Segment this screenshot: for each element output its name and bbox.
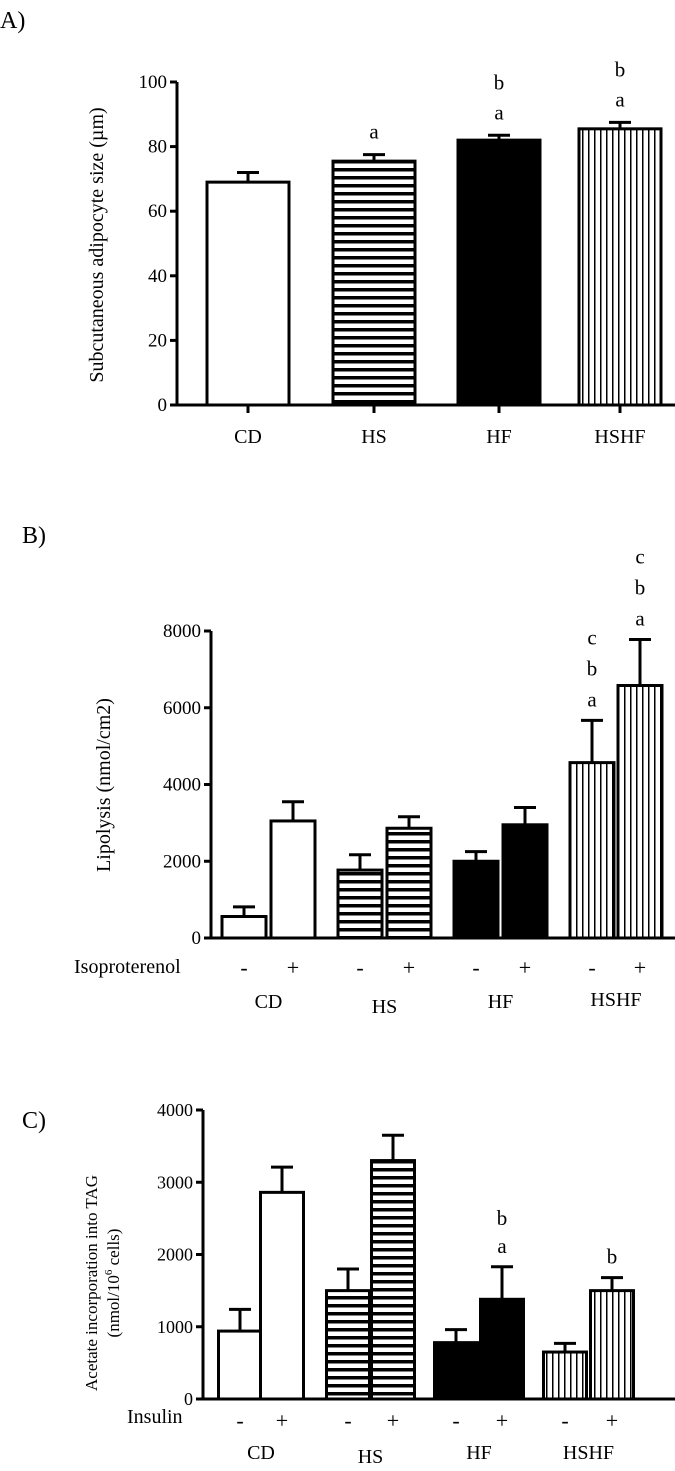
panel-b-group-label: HS (372, 996, 398, 1018)
panel-a-x-tick-label: CD (234, 426, 262, 448)
panel-b-bar (269, 819, 317, 940)
panel-b-sign-label: + (634, 955, 646, 980)
panel-c-y-tick-label: 2000 (157, 1245, 193, 1265)
panel-a-bar (331, 159, 417, 407)
panel-b-y-tick-label: 8000 (163, 621, 201, 642)
panel-b-sign-label: - (588, 955, 595, 980)
panel-c-sign-label: + (387, 1408, 399, 1433)
panel-c-y-tick-label: 1000 (157, 1317, 193, 1337)
panel-b-y-tick-label: 4000 (163, 775, 201, 796)
panel-b-y-tick-label: 0 (192, 928, 202, 949)
panel-b-group-label: HSHF (590, 989, 641, 1011)
panel-c-bar (325, 1289, 371, 1401)
panel-b-bar (568, 761, 616, 940)
panel-b-sign-label: + (287, 955, 299, 980)
panel-b-significance-letter: b (635, 575, 646, 599)
panel-a-bar (456, 138, 542, 407)
panel-b-significance-letter: c (635, 544, 644, 568)
panel-c-bar (589, 1289, 635, 1401)
panel-a-y-tick-label: 0 (158, 395, 168, 416)
panel-b-group-label: HF (488, 991, 514, 1013)
panel-a-x-tick-label: HSHF (594, 426, 645, 448)
panel-b-bar (220, 915, 268, 940)
panel-b-sign-label: - (356, 955, 363, 980)
panel-a-y-tick-label: 20 (148, 330, 167, 351)
panel-b-bar (336, 868, 384, 940)
panel-c-sign-label: + (276, 1408, 288, 1433)
panel-b-bar (501, 823, 549, 940)
panel-a-y-tick-label: 100 (139, 72, 168, 93)
panel-c-label: C) (22, 1108, 46, 1134)
panel-b-sign-label: - (472, 955, 479, 980)
panel-c-bar (370, 1159, 416, 1401)
panel-a-x-tick-label: HF (486, 426, 512, 448)
panel-b-y-axis-label: Lipolysis (nmol/cm2) (93, 698, 115, 872)
panel-c-y-tick-label: 0 (184, 1389, 193, 1409)
panel-a-significance-letter: a (369, 120, 379, 144)
panel-b-bar (616, 683, 664, 940)
panel-c-significance-letter: a (497, 1234, 507, 1258)
panel-c-sign-label: - (561, 1408, 568, 1433)
panel-c-significance-letter: b (497, 1206, 508, 1230)
panel-c-sign-label: + (496, 1408, 508, 1433)
panel-b-sign-label: + (519, 955, 531, 980)
panel-c-significance-letter: b (607, 1245, 618, 1269)
panel-b-bar (385, 826, 433, 940)
panel-a-bar (205, 180, 291, 407)
panel-c-chart: C) Acetate incorporation into TAG (nmol/… (22, 1100, 675, 1468)
panel-a-x-tick-label: HS (361, 426, 387, 448)
panel-c-y-axis-label-line2: (nmol/106 cells) (103, 1229, 123, 1338)
panel-b-chart: B) Lipolysis (nmol/cm2) 0 2000 4000 6000 800… (22, 523, 675, 1018)
panel-a-y-tick-label: 60 (148, 201, 167, 222)
panel-c-group-label: CD (247, 1442, 275, 1464)
panel-a-significance-letter: a (494, 100, 504, 124)
panel-b-treatment-label: Isoproterenol (74, 956, 181, 978)
panel-b-group-label: CD (255, 991, 283, 1013)
panel-c-y-axis-label-prefix: (nmol/10 (104, 1275, 123, 1337)
panel-b-significance-letter: c (587, 625, 596, 649)
panel-a-significance-letter: a (615, 87, 625, 111)
panel-b-significance-letter: a (587, 687, 597, 711)
panel-a-y-tick-label: 80 (148, 137, 167, 158)
panel-b-sign-label: + (403, 955, 415, 980)
panel-c-y-tick-label: 3000 (157, 1172, 193, 1192)
panel-c-sign-label: - (236, 1408, 243, 1433)
panel-a-label: A) (0, 8, 25, 34)
panel-c-bars: - +CD- +HS-ba+HF-b+HSHF (217, 1133, 635, 1468)
panel-c-group-label: HSHF (563, 1442, 614, 1464)
panel-c-y-axis-label-line1: Acetate incorporation into TAG (82, 1175, 101, 1391)
panel-b-significance-letter: b (587, 656, 598, 680)
panel-c-bar (217, 1329, 263, 1401)
panel-c-sign-label: + (606, 1408, 618, 1433)
panel-c-bar (479, 1297, 525, 1401)
panel-c-bar (259, 1190, 305, 1401)
panel-c-bar (542, 1350, 588, 1401)
panel-b-bar (452, 859, 500, 940)
panel-a-significance-letter: b (494, 70, 505, 94)
panel-a-y-axis-label: Subcutaneous adipocyte size (µm) (86, 107, 108, 382)
panel-b-label: B) (22, 523, 46, 549)
panel-c-y-axis-label-sup: 6 (103, 1269, 115, 1275)
panel-b-significance-letter: a (635, 606, 645, 630)
panel-b-y-tick-label: 6000 (163, 698, 201, 719)
panel-c-group-label: HS (358, 1446, 384, 1468)
panel-c-y-axis-label-suffix: cells) (104, 1229, 123, 1270)
panel-a-bar (577, 127, 663, 407)
panel-c-y-tick-label: 4000 (157, 1100, 193, 1120)
panel-c-group-label: HF (466, 1442, 492, 1464)
panel-c-sign-label: - (344, 1408, 351, 1433)
panel-c-treatment-label: Insulin (127, 1406, 183, 1428)
panel-c-sign-label: - (452, 1408, 459, 1433)
panel-a-chart: A) Subcutaneous adipocyte size (µm) 0 20 4… (0, 8, 675, 448)
panel-b-y-tick-label: 2000 (163, 851, 201, 872)
panel-c-bar (433, 1341, 479, 1401)
panel-b-sign-label: - (240, 955, 247, 980)
panel-a-significance-letter: b (615, 57, 626, 81)
panel-a-y-tick-label: 40 (148, 266, 167, 287)
